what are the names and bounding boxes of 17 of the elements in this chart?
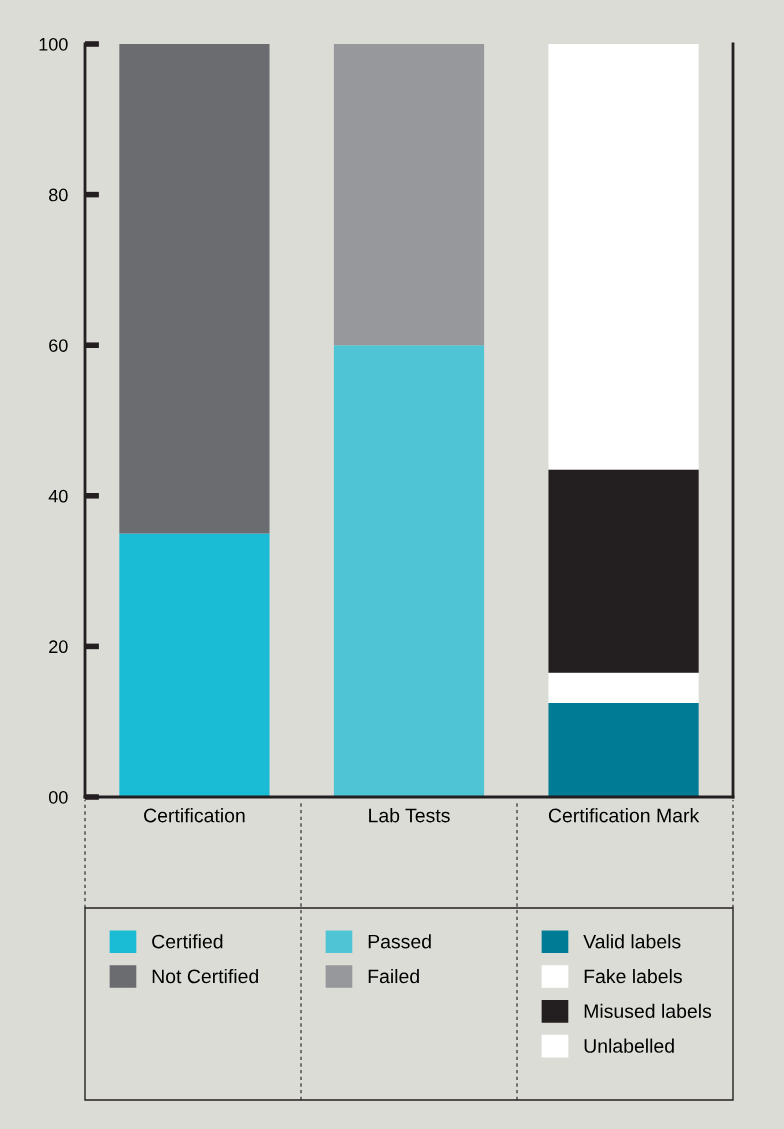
legend-label: Unlabelled: [584, 1038, 674, 1053]
x-tick-label: Lab Tests: [369, 808, 450, 823]
x-tick-label: Certification Mark: [548, 808, 700, 823]
legend-label: Misused labels: [584, 1003, 712, 1019]
legend-label: Valid labels: [583, 934, 681, 949]
y-tick-label: 40: [48, 489, 68, 503]
legend-label: Certified: [152, 934, 223, 949]
legend-label: Failed: [368, 968, 419, 984]
y-tick-label: 20: [49, 640, 68, 654]
y-tick-label: 80: [49, 188, 68, 202]
legend-label: Passed: [368, 934, 431, 949]
y-tick-label: 60: [49, 339, 68, 352]
legend-label: Fake labels: [584, 968, 682, 984]
y-tick-label: 00: [48, 790, 68, 804]
x-tick-label: Certification: [144, 808, 245, 823]
legend-label: Not Certified: [152, 968, 258, 984]
y-tick-label: 100: [39, 37, 68, 51]
